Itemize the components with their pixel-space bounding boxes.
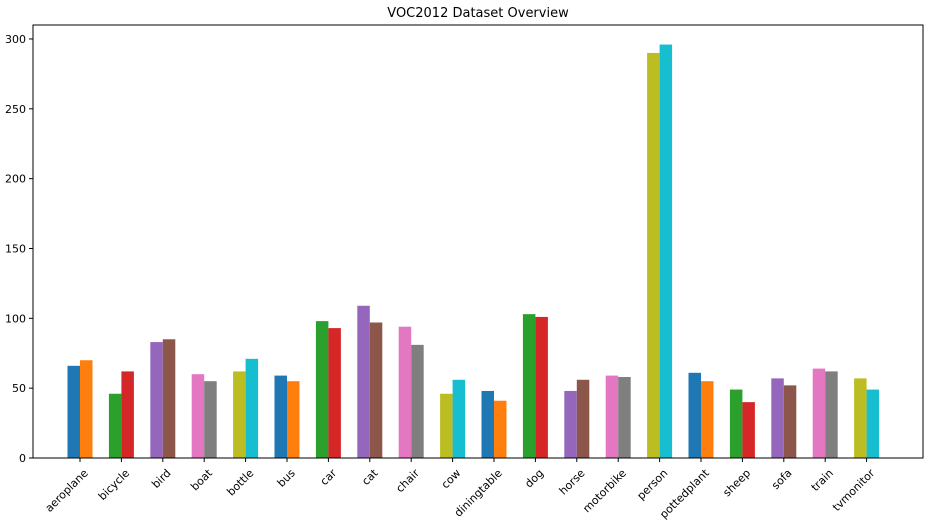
bar-a-cow xyxy=(440,393,453,458)
bar-a-cat xyxy=(357,305,370,458)
bar-b-cow xyxy=(452,379,466,458)
bar-b-diningtable xyxy=(494,400,507,458)
bar-b-train xyxy=(825,371,838,458)
bar-b-bicycle xyxy=(121,371,134,458)
y-tick-label: 150 xyxy=(5,242,26,255)
bar-b-sofa xyxy=(783,385,797,458)
x-tick-label: bottle xyxy=(224,466,256,498)
x-tick-label: train xyxy=(809,467,836,494)
bar-b-pottedplant xyxy=(701,381,714,458)
y-tick-label: 300 xyxy=(5,33,26,46)
bar-a-diningtable xyxy=(481,390,494,458)
y-axis: 0 50 100 150 200 250 300 xyxy=(5,33,33,465)
y-tick-label: 250 xyxy=(5,103,26,116)
y-tick-label: 50 xyxy=(12,382,26,395)
bar-a-car xyxy=(315,321,329,458)
x-tick-label: bus xyxy=(275,466,298,489)
bar-a-train xyxy=(812,368,826,458)
x-tick-label: car xyxy=(318,466,340,488)
bar-a-bird xyxy=(150,342,163,458)
bars-group xyxy=(67,44,880,458)
y-tick-label: 200 xyxy=(5,173,26,186)
bar-b-horse xyxy=(576,379,590,458)
x-tick-label: sofa xyxy=(769,467,795,493)
chart-title: VOC2012 Dataset Overview xyxy=(387,6,569,21)
x-tick-label: bicycle xyxy=(96,466,133,503)
x-tick-label: tvmonitor xyxy=(830,466,878,514)
bar-a-sofa xyxy=(771,378,784,458)
bar-a-bus xyxy=(274,375,287,458)
x-tick-label: motorbike xyxy=(580,466,629,515)
bar-a-sheep xyxy=(729,389,743,458)
x-tick-label: dog xyxy=(522,467,546,491)
bar-b-bus xyxy=(287,381,300,458)
bar-b-chair xyxy=(411,344,424,458)
bar-a-horse xyxy=(564,390,577,458)
bar-a-tvmonitor xyxy=(854,378,867,458)
x-tick-label: bird xyxy=(149,467,173,491)
bar-a-person xyxy=(647,52,660,458)
bar-a-dog xyxy=(522,314,536,458)
bar-a-boat xyxy=(191,374,205,458)
x-tick-label: sheep xyxy=(720,467,753,500)
bar-b-motorbike xyxy=(618,376,631,458)
bar-b-cat xyxy=(369,322,383,458)
bar-b-bottle xyxy=(245,358,259,458)
x-axis: aeroplane bicycle bird boat bottle bus car cat c… xyxy=(43,458,878,520)
bar-a-chair xyxy=(398,326,412,458)
bar-b-person xyxy=(659,44,673,458)
plot-frame xyxy=(32,24,924,459)
bar-b-bird xyxy=(162,339,176,458)
x-tick-label: boat xyxy=(188,466,215,493)
x-tick-label: horse xyxy=(557,466,588,497)
x-tick-label: aeroplane xyxy=(43,466,91,514)
bar-b-tvmonitor xyxy=(866,389,880,458)
bar-b-boat xyxy=(204,381,217,458)
x-tick-label: person xyxy=(635,467,671,503)
bar-a-bicycle xyxy=(108,393,122,458)
y-tick-label: 0 xyxy=(19,452,26,465)
x-tick-label: cat xyxy=(359,466,381,488)
x-tick-label: chair xyxy=(393,466,422,495)
bar-b-car xyxy=(328,328,341,458)
bar-b-aeroplane xyxy=(80,360,93,458)
bar-a-bottle xyxy=(233,371,246,458)
x-tick-label: cow xyxy=(439,467,464,492)
bar-b-dog xyxy=(535,316,548,458)
bar-b-sheep xyxy=(742,402,755,458)
y-tick-label: 100 xyxy=(5,312,26,325)
bar-a-motorbike xyxy=(605,375,619,458)
bar-a-pottedplant xyxy=(688,372,701,458)
bar-a-aeroplane xyxy=(67,365,80,458)
